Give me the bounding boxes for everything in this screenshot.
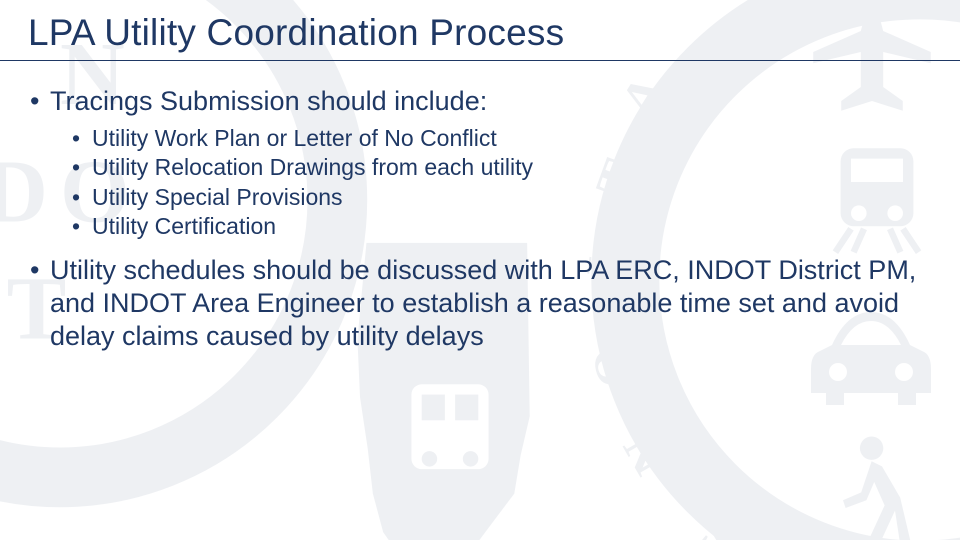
list-item: Utility Relocation Drawings from each ut… <box>50 153 932 182</box>
svg-text:N: N <box>0 432 14 483</box>
list-item: Utility Work Plan or Letter of No Confli… <box>50 124 932 153</box>
list-item: Utility Special Provisions <box>50 183 932 212</box>
page-title: LPA Utility Coordination Process <box>28 12 932 60</box>
list-item-text: Utility Work Plan or Letter of No Confli… <box>92 125 497 151</box>
svg-text:N: N <box>613 423 681 484</box>
list-item-text: Utility Certification <box>92 213 276 239</box>
svg-text:S: S <box>690 504 749 540</box>
list-item-text: Tracings Submission should include: <box>50 86 487 116</box>
slide-content: LPA Utility Coordination Process Tracing… <box>0 0 960 353</box>
list-item: Tracings Submission should include: Util… <box>28 85 932 242</box>
list-item-text: Utility Relocation Drawings from each ut… <box>92 154 533 180</box>
title-rule <box>0 60 960 61</box>
list-item: Utility Certification <box>50 212 932 241</box>
svg-text:T: T <box>71 437 101 487</box>
bullet-list: Tracings Submission should include: Util… <box>28 85 932 353</box>
sub-bullet-list: Utility Work Plan or Letter of No Confli… <box>50 124 932 242</box>
pedestrian-icon <box>804 430 934 540</box>
list-item: Utility schedules should be discussed wi… <box>28 254 932 353</box>
list-item-text: Utility schedules should be discussed wi… <box>50 255 916 351</box>
list-item-text: Utility Special Provisions <box>92 184 343 210</box>
